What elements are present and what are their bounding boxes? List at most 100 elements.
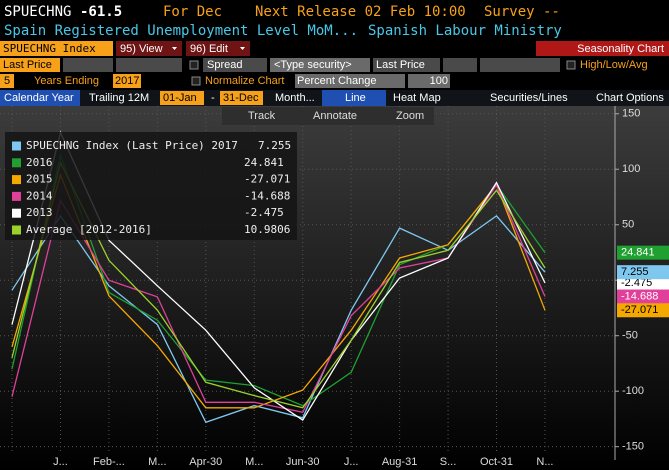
start-date: 01-Jan [163,92,197,104]
y-tick-label: -100 [622,385,644,397]
tab[interactable]: Chart Options [596,92,664,104]
value-badge [617,289,669,304]
legend-name: 2014 [26,189,53,202]
security2: <Type security> [274,59,352,71]
empty-input[interactable] [480,58,560,72]
function-title: Seasonality Chart [577,43,664,55]
legend-name: 2013 [26,206,53,219]
value-badge [617,303,669,318]
security-input[interactable] [270,58,370,72]
checkbox[interactable] [189,60,199,70]
tab: Line [345,92,366,104]
y-tick-label: -50 [622,330,638,342]
legend-value: -14.688 [244,189,290,202]
end-input[interactable] [220,91,263,105]
view-button[interactable] [116,41,182,56]
end-date: 31-Dec [223,92,259,104]
x-tick-label: J... [53,456,68,468]
series-line [11,172,546,409]
empty-input[interactable] [443,58,477,72]
field2: Last Price [376,59,425,71]
empty-input[interactable] [116,58,182,72]
tab[interactable]: Heat Map [393,92,441,104]
x-tick-label: Feb-... [93,456,125,468]
legend-swatch [12,191,21,201]
survey: Survey -- [484,4,560,20]
legend-name: 2015 [26,173,53,186]
legend-swatch [12,208,21,218]
empty-input[interactable] [63,58,113,72]
dropdown-arrow [172,47,177,50]
legend-name: 2016 [26,156,53,169]
years-input[interactable] [0,74,14,88]
chart-toolbar [222,107,434,125]
tab-active[interactable] [0,90,80,106]
normalize: Normalize Chart [205,75,284,87]
tool[interactable]: Zoom [396,110,424,122]
mode-input[interactable] [295,74,405,88]
checkbox[interactable] [566,60,576,70]
field-input[interactable] [0,58,60,72]
value-badge [617,245,669,260]
x-tick-label: J... [344,456,359,468]
x-tick-label: Aug-31 [382,456,417,468]
description: Spain Registered Unemployment Level MoM.… [4,23,358,39]
years: 5 [4,75,10,87]
value-badge-label: -2.475 [621,277,652,289]
value-badge-label: 24.841 [621,247,655,259]
start-input[interactable] [160,91,204,105]
view-label: 95) View [120,43,163,55]
source: Spanish Labour Ministry [368,23,562,39]
date-dash: - [211,92,215,104]
field2-input[interactable] [373,58,440,72]
tool[interactable]: Annotate [313,110,357,122]
end-year: 2017 [115,75,139,87]
legend-value: -2.475 [244,206,284,219]
base-input[interactable] [408,74,450,88]
value-badge-label: -27.071 [621,304,658,316]
legend-swatch [12,225,21,235]
y-tick-label: 150 [622,108,640,120]
ticker: SPUECHNG [4,4,71,20]
x-tick-label: S... [440,456,457,468]
x-tick-label: M... [148,456,166,468]
security-field[interactable] [0,41,113,56]
legend-box [5,132,297,240]
legend-value: -27.071 [244,173,290,186]
x-tick-label: Apr-30 [189,456,222,468]
period: For Dec [163,4,222,20]
checkbox[interactable] [191,76,201,86]
x-tick-label: N... [536,456,553,468]
tab: Calendar Year [4,92,74,104]
spread: Spread [207,59,242,71]
x-tick-label: Oct-31 [480,456,513,468]
spread-input[interactable] [203,58,267,72]
period-select[interactable]: Month... [275,92,315,104]
value-badge [617,275,669,290]
y-tick-label: -150 [622,441,644,453]
tab[interactable]: Securities/Lines [490,92,568,104]
line-tab[interactable] [322,90,386,106]
edit-button[interactable] [186,41,250,56]
y-tick-label: 100 [622,163,640,175]
legend-swatch [12,141,21,151]
tool[interactable]: Track [248,110,276,122]
value-badge [617,265,669,280]
edit-label: 96) Edit [190,43,228,55]
dropdown-arrow [240,47,245,50]
end-year-input[interactable] [113,74,141,88]
high-low: High/Low/Avg [580,59,648,71]
legend-value: 10.9806 [244,223,290,236]
field: Last Price [3,59,52,71]
plot: 150100500-50-100-150J...Feb-...M...Apr-3… [0,106,669,468]
x-tick-label: Jun-30 [286,456,320,468]
series-line [11,160,546,409]
tab[interactable]: Trailing 12M [89,92,149,104]
release: Next Release 02 Feb 10:00 [255,4,466,20]
legend-name: SPUECHNG Index (Last Price) 2017 [26,139,238,152]
value-badge-label: 7.255 [621,266,649,278]
years-ending-label: Years Ending [34,75,99,87]
base: 100 [430,75,448,87]
